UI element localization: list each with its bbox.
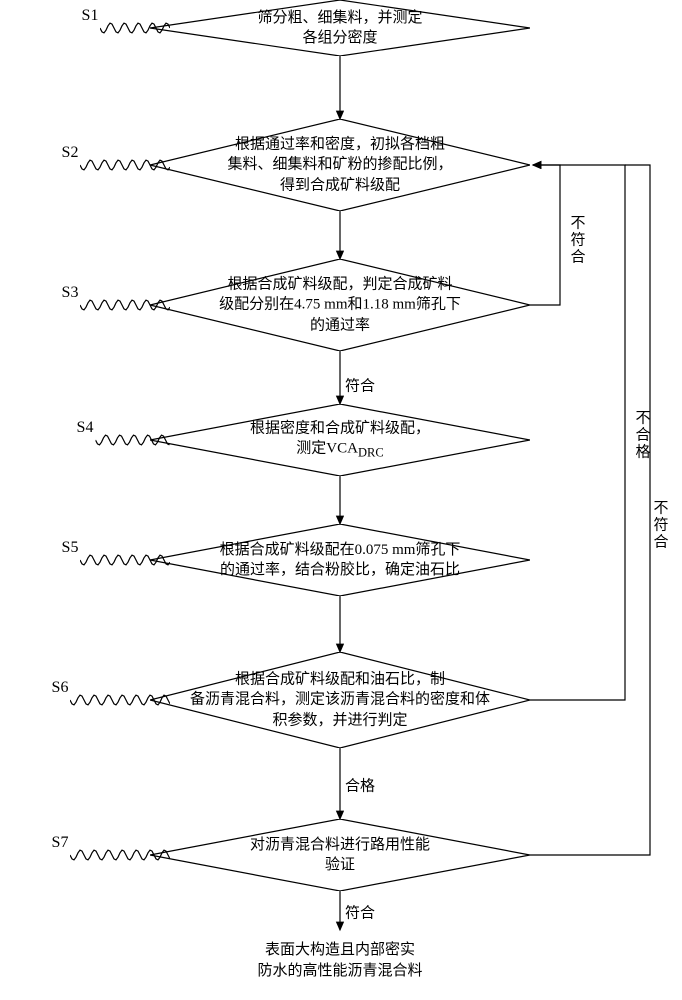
step-text-S3: 根据合成矿料级配，判定合成矿料 级配分别在4.75 mm和1.18 mm筛孔下 … [173,275,507,336]
squiggle-S6 [70,689,170,711]
edge-label-1: 合格 [345,775,375,796]
squiggle-S4 [95,429,170,451]
squiggle-S3 [80,294,170,316]
vert-label-0: 不符合 [567,215,588,266]
step-text-S5: 根据合成矿料级配在0.075 mm筛孔下 的通过率，结合粉胶比，确定油石比 [173,540,507,581]
arrow-7 [530,165,560,305]
final-text: 表面大构造且内部密实 防水的高性能沥青混合料 [257,940,422,982]
flowchart-canvas: 筛分粗、细集料，并测定 各组分密度 S1 根据通过率和密度，初拟各档粗 集料、细集料… [0,0,682,1000]
step-label-S4: S4 [77,419,94,437]
step-text-S6: 根据合成矿料级配和油石比，制 备沥青混合料，测定该沥青混合料的密度和体 积参数，… [173,670,507,731]
squiggle-S7 [70,844,170,866]
step-text-S4: 根据密度和合成矿料级配，测定VCADRC [173,418,507,461]
squiggle-S5 [80,549,170,571]
vert-label-2: 不符合 [650,500,671,551]
step-label-S7: S7 [52,834,69,852]
squiggle-S2 [80,154,170,176]
step-text-S7: 对沥青混合料进行路用性能 验证 [173,835,507,876]
step-label-S1: S1 [82,7,99,25]
step-label-S6: S6 [52,679,69,697]
vert-label-1: 不合格 [632,410,653,461]
step-text-S1: 筛分粗、细集料，并测定 各组分密度 [173,8,507,49]
squiggle-S1 [100,17,170,39]
step-label-S3: S3 [62,284,79,302]
edge-label-2: 符合 [345,902,375,923]
edge-label-0: 符合 [345,375,375,396]
step-label-S5: S5 [62,539,79,557]
step-label-S2: S2 [62,144,79,162]
step-text-S2: 根据通过率和密度，初拟各档粗 集料、细集料和矿粉的掺配比例， 得到合成矿料级配 [173,135,507,196]
arrow-9 [530,165,650,855]
